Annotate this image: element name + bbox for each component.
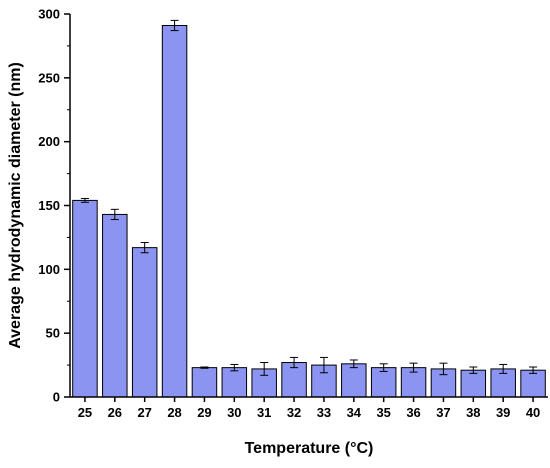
- bar-35: [370, 367, 397, 398]
- bar-25: [72, 199, 98, 398]
- y-axis-title: Average hydrodynamic diameter (nm): [7, 62, 24, 349]
- y-tick-label: 0: [53, 390, 60, 405]
- error-bars-layer: [80, 19, 538, 376]
- bar-36: [400, 367, 427, 398]
- bars-layer: [72, 24, 546, 398]
- x-tick-label-31: 31: [257, 405, 271, 420]
- x-tick-label-30: 30: [227, 405, 241, 420]
- x-tick-label-37: 37: [436, 405, 450, 420]
- x-tick-label-29: 29: [197, 405, 211, 420]
- y-tick-label: 200: [38, 134, 60, 149]
- x-tick-label-33: 33: [317, 405, 331, 420]
- x-tick-label-25: 25: [78, 405, 92, 420]
- x-tick-label-32: 32: [287, 405, 301, 420]
- bar-30: [221, 367, 248, 398]
- y-tick-label: 100: [38, 262, 60, 277]
- x-tick-label-28: 28: [167, 405, 181, 420]
- x-tick-label-36: 36: [406, 405, 420, 420]
- x-axis-title: Temperature (°C): [245, 440, 374, 457]
- bar-38: [460, 369, 487, 398]
- bar-34: [341, 363, 367, 398]
- x-tick-label-34: 34: [347, 405, 362, 420]
- bar-27: [131, 247, 158, 398]
- y-tick-label: 150: [38, 198, 60, 213]
- x-tick-label-40: 40: [526, 405, 540, 420]
- bar-26: [102, 213, 128, 398]
- y-ticks-layer: 0 50 100 150 200 250 300: [38, 7, 70, 405]
- bar-40: [520, 369, 546, 398]
- x-tick-label-27: 27: [137, 405, 151, 420]
- x-ticks-layer: 25 26 27 28 29 30 31 32 33 34 35 36 37 38 39 40: [78, 397, 540, 420]
- x-tick-label-38: 38: [466, 405, 480, 420]
- x-tick-label-26: 26: [108, 405, 122, 420]
- bar-28: [161, 24, 188, 398]
- y-tick-label: 300: [38, 7, 60, 22]
- bar-29: [191, 367, 218, 398]
- x-tick-label-35: 35: [376, 405, 390, 420]
- x-tick-label-39: 39: [496, 405, 510, 420]
- y-tick-label: 250: [38, 70, 60, 85]
- y-tick-label: 50: [46, 326, 60, 341]
